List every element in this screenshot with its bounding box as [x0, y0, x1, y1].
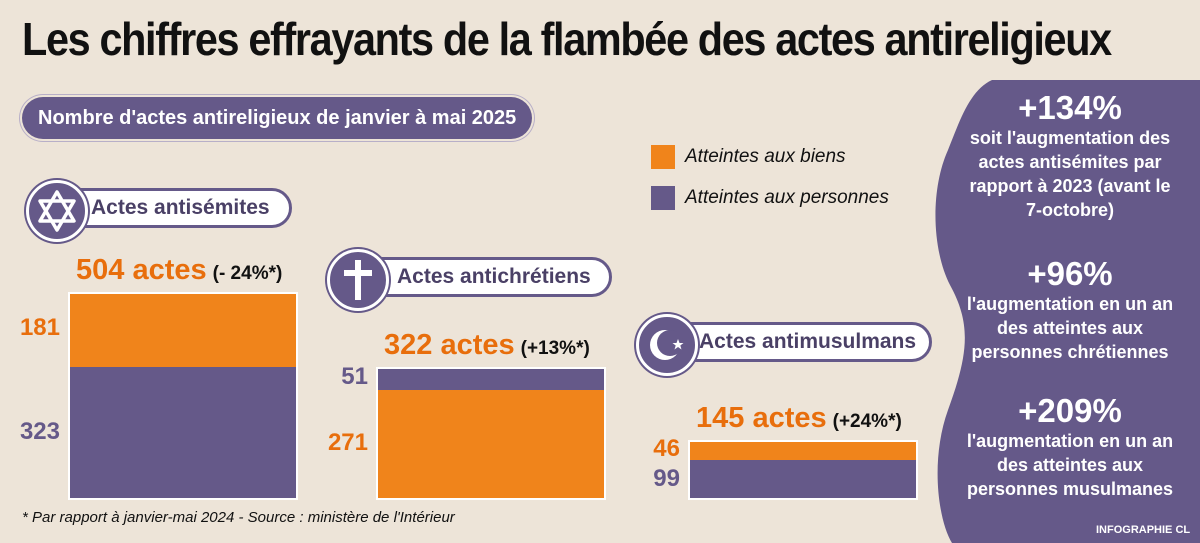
crescent-star-icon [636, 314, 698, 376]
footnote-source: * Par rapport à janvier-mai 2024 - Sourc… [22, 509, 455, 526]
total-value: 504 actes [76, 253, 207, 286]
legend-label-personnes: Atteintes aux personnes [685, 187, 889, 208]
total-value: 322 actes [384, 329, 515, 362]
bar-segment-personnes-antimusulmans [690, 459, 916, 498]
bar-antimusulmans [688, 440, 918, 500]
stat-value: +96% [1027, 255, 1113, 292]
stat-line: personnes chrétiennes [971, 342, 1169, 362]
value-label-biens-antichretiens: 271 [327, 429, 368, 457]
total-change: (- 24%*) [212, 262, 283, 284]
category-label-antimusulmans: Actes antimusulmans [668, 322, 932, 362]
chart-subtitle: Nombre d'actes antireligieux de janvier … [22, 97, 533, 139]
category-label-antisemites: Actes antisémites [60, 188, 292, 228]
legend-swatch-biens [651, 145, 675, 169]
stat-line: actes antisémites par [978, 152, 1162, 172]
bar-antisemites [68, 291, 298, 500]
stat-line: soit l'augmentation des [969, 128, 1171, 148]
page-title: Les chiffres effrayants de la flambée de… [22, 13, 1112, 65]
total-change: (+24%*) [832, 411, 902, 433]
stat-line: des atteintes aux [996, 455, 1144, 475]
stat-value: +134% [1018, 89, 1122, 126]
total-label-antisemites: 504 actes (- 24%*) [76, 254, 282, 287]
legend-item-biens: Atteintes aux biens [651, 145, 846, 169]
stat-line: rapport à 2023 (avant le [969, 176, 1171, 196]
star-of-david-icon [26, 180, 88, 242]
stats-panel [930, 80, 1200, 543]
total-change: (+13%*) [520, 338, 590, 360]
legend-swatch-personnes [651, 186, 675, 210]
stat-line: 7-octobre) [1025, 200, 1114, 220]
value-label-personnes-antichretiens: 51 [341, 362, 368, 390]
stat-line: l'augmentation en un an [966, 431, 1174, 451]
stat-line: personnes musulmanes [966, 479, 1174, 499]
value-label-biens-antimusulmans: 46 [653, 434, 680, 462]
bar-segment-biens-antichretiens [378, 389, 604, 498]
stat-line: des atteintes aux [996, 318, 1144, 338]
total-value: 145 actes [696, 402, 827, 435]
total-label-antichretiens: 322 actes (+13%*) [384, 329, 590, 362]
legend-item-personnes: Atteintes aux personnes [651, 186, 889, 210]
cross-icon [327, 249, 389, 311]
bar-segment-biens-antimusulmans [690, 442, 916, 460]
stat-musulmans: +209% l'augmentation en un an des attein… [945, 393, 1195, 501]
stat-value: +209% [1018, 392, 1122, 429]
total-label-antimusulmans: 145 actes (+24%*) [696, 402, 902, 435]
credit: INFOGRAPHIE CL [1096, 524, 1191, 536]
stat-antisemites: +134% soit l'augmentation des actes anti… [945, 90, 1195, 222]
bar-segment-biens-antisemites [70, 293, 296, 368]
value-label-personnes-antimusulmans: 99 [653, 464, 680, 492]
legend-label-biens: Atteintes aux biens [685, 146, 846, 167]
category-label-antichretiens: Actes antichrétiens [360, 257, 612, 297]
value-label-biens-antisemites: 181 [19, 314, 60, 342]
value-label-personnes-antisemites: 323 [19, 418, 60, 446]
stat-chretiens: +96% l'augmentation en un an des atteint… [945, 256, 1195, 364]
bar-segment-personnes-antichretiens [378, 369, 604, 390]
stat-line: l'augmentation en un an [966, 294, 1174, 314]
bar-segment-personnes-antisemites [70, 367, 296, 498]
bar-antichretiens [376, 367, 606, 500]
